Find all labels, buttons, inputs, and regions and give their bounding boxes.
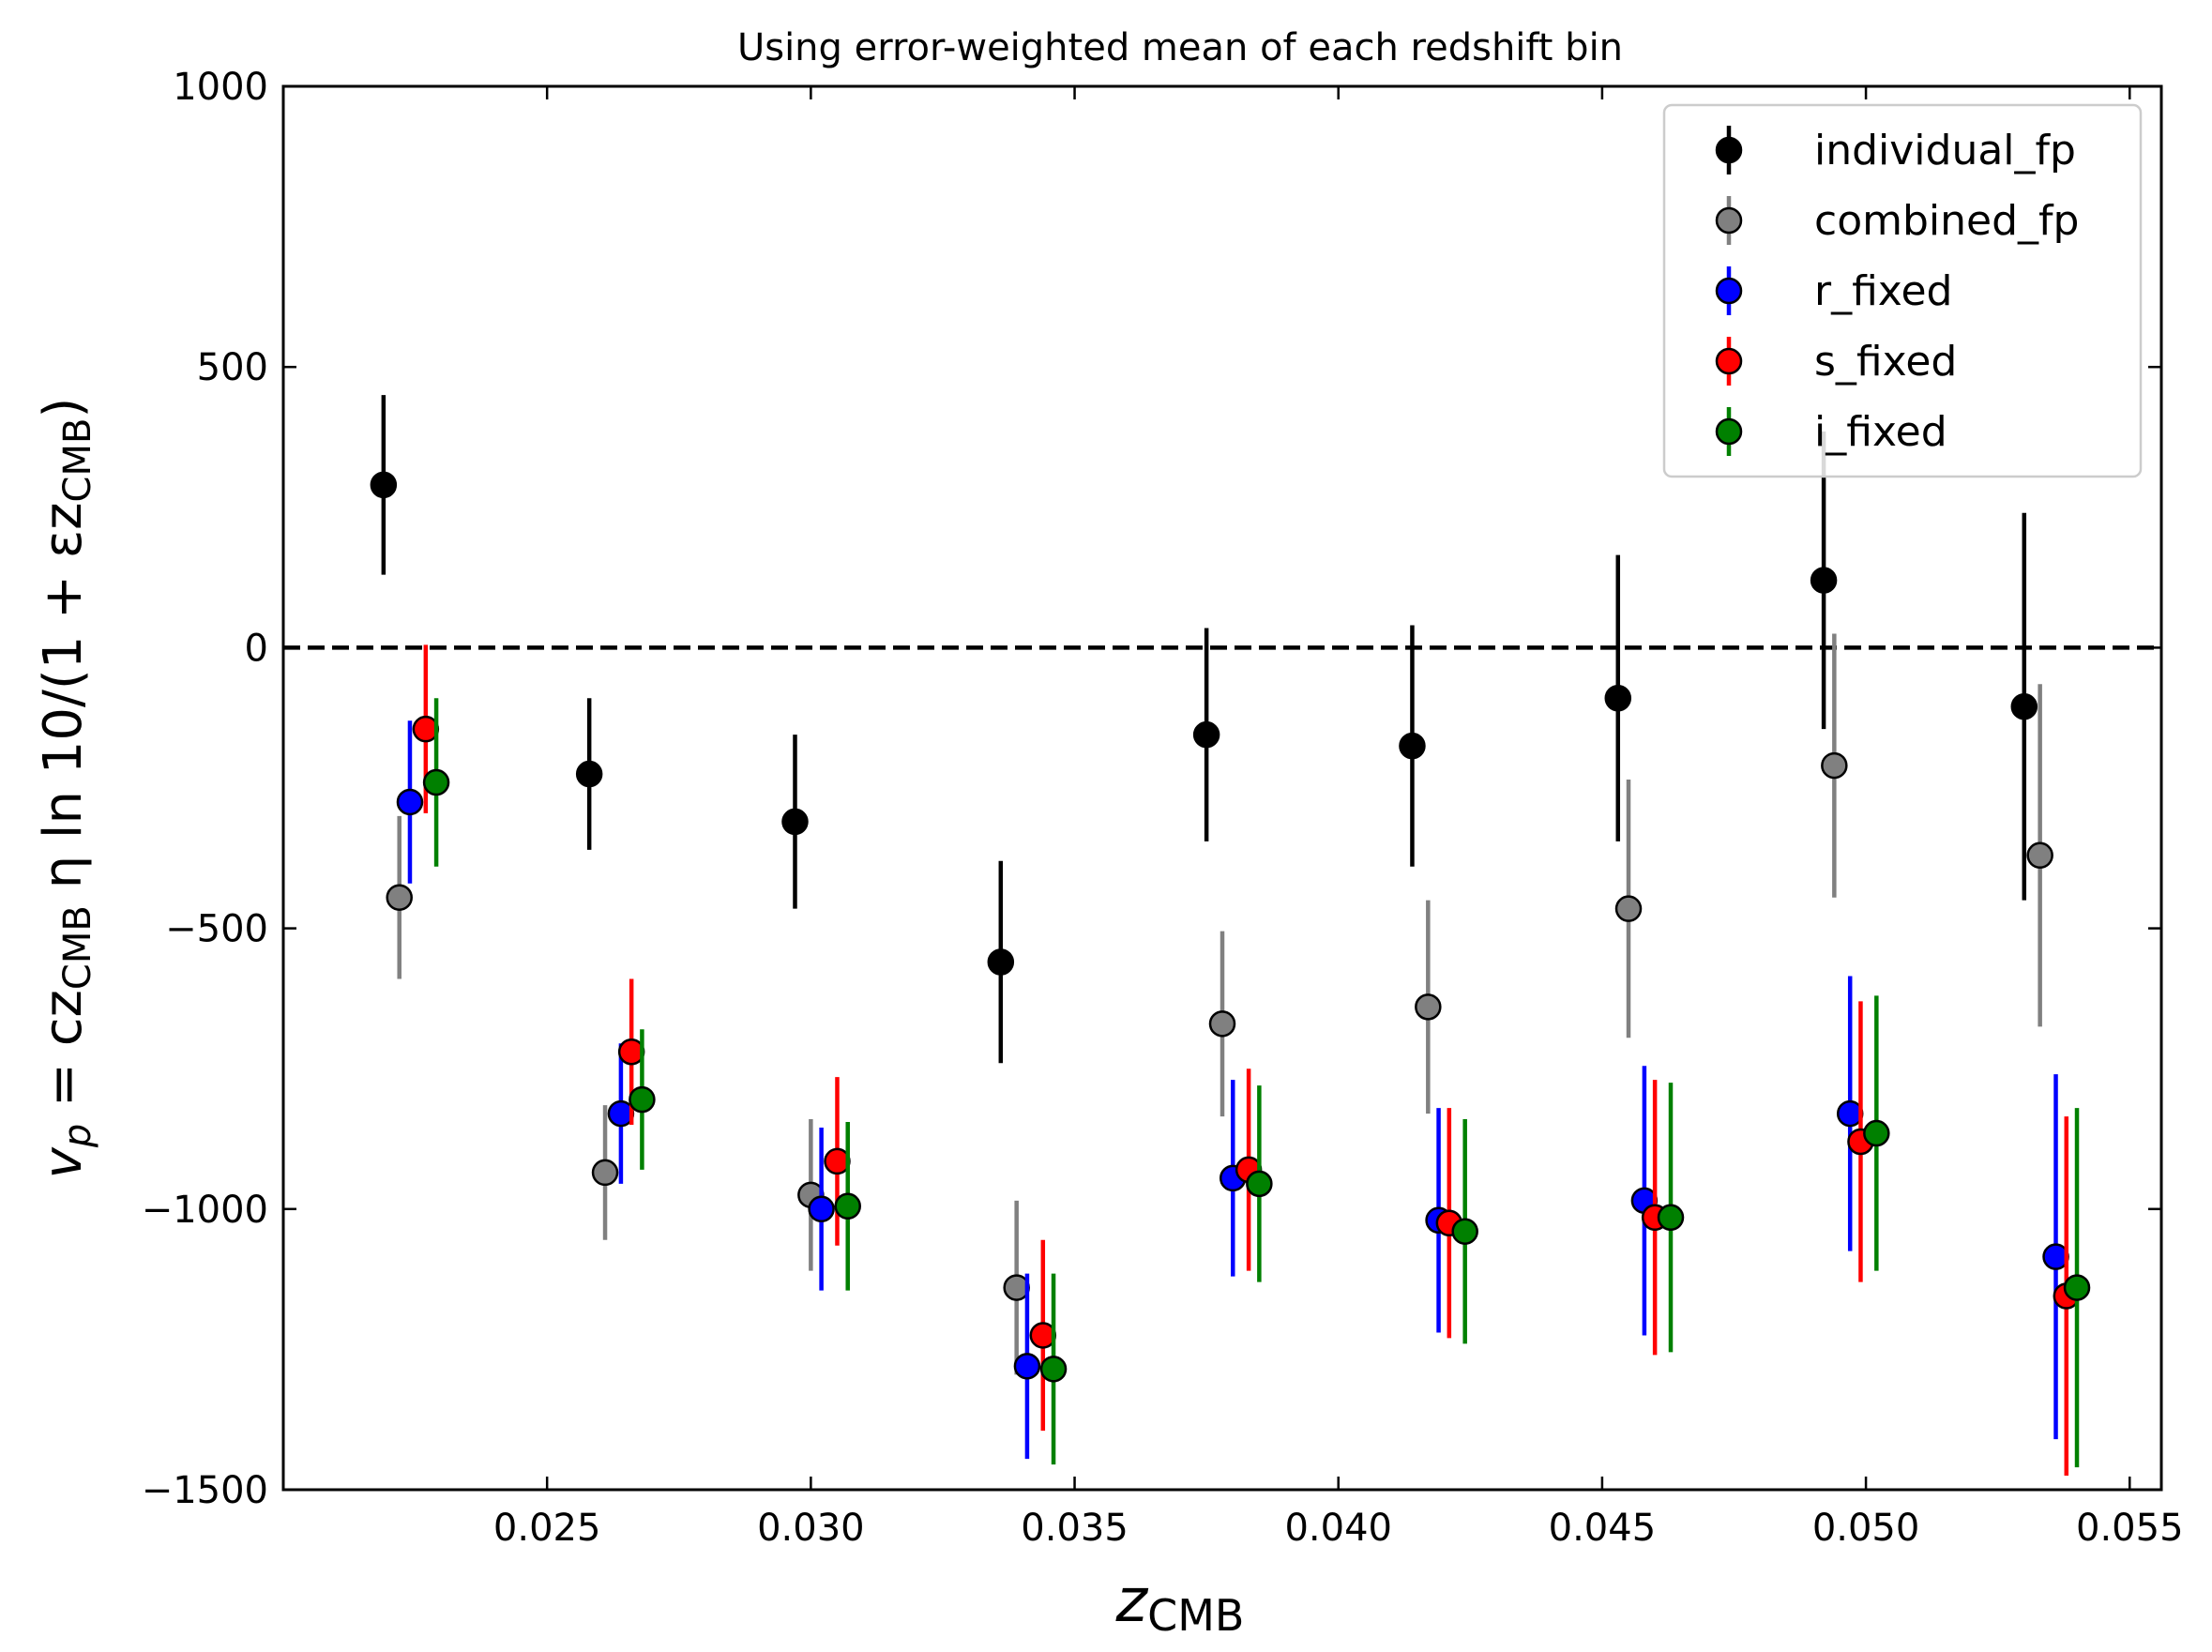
data-point [575, 760, 603, 788]
y-label-cmb2: CMB [56, 418, 99, 503]
y-axis-label: vp = czCMB η ln 10/(1 + εzCMB) [33, 398, 99, 1179]
y-label-eq: = cz [33, 990, 94, 1124]
series-individual-fp [370, 395, 2038, 1064]
series-r-fixed [396, 720, 2069, 1460]
data-point [1604, 685, 1632, 712]
legend-label: r_fixed [1814, 267, 1953, 315]
x-axis-label: zCMB [1115, 1567, 1245, 1641]
data-point [781, 808, 809, 836]
data-point [1415, 993, 1442, 1021]
data-point [1657, 1204, 1685, 1232]
data-point [1399, 732, 1426, 760]
legend-item-individual-fp: individual_fp [1715, 126, 2076, 174]
x-axis-label-sub: CMB [1147, 1590, 1244, 1641]
series-combined-fp [386, 633, 2053, 1375]
data-point [834, 1192, 861, 1220]
data-point [422, 768, 450, 796]
legend-item-combined-fp: combined_fp [1715, 196, 2079, 245]
svg-text:zCMB: zCMB [1115, 1567, 1245, 1641]
x-tick-label: 0.055 [2076, 1507, 2184, 1550]
legend-marker-swatch [1715, 206, 1743, 235]
data-point [1863, 1119, 1890, 1147]
y-tick-label: −1500 [142, 1469, 268, 1512]
y-label-cmb1: CMB [56, 905, 99, 990]
data-point [1821, 751, 1848, 780]
legend-label: individual_fp [1814, 127, 2076, 174]
legend-item-i-fixed: i_fixed [1715, 407, 1947, 456]
data-point [808, 1195, 835, 1223]
legend-marker-swatch [1715, 417, 1743, 446]
data-point [591, 1159, 619, 1187]
legend-item-r-fixed: r_fixed [1715, 266, 1953, 315]
legend-item-s-fixed: s_fixed [1715, 337, 1957, 386]
data-point [396, 788, 424, 816]
y-label-vp: v [33, 1146, 94, 1178]
legend-frame [1662, 103, 2143, 478]
x-tick-label: 0.035 [1021, 1507, 1129, 1550]
y-tick-label: 500 [197, 346, 268, 389]
y-tick-label: 0 [245, 627, 268, 670]
x-tick-label: 0.045 [1549, 1507, 1657, 1550]
ticks-layer: 0.025 0.030 0.035 0.040 0.045 0.050 0.055 −1500… [142, 66, 2184, 1550]
chart-title: Using error-weighted mean of each redshi… [737, 26, 1623, 69]
data-point [1192, 720, 1220, 749]
y-tick-label: −500 [165, 908, 268, 951]
data-point [987, 948, 1015, 976]
data-point [2063, 1274, 2091, 1301]
series-i-fixed [422, 698, 2091, 1468]
legend-label: i_fixed [1814, 408, 1947, 456]
data-point [1451, 1218, 1478, 1245]
svg-text:vp = czCMB η ln 10/(1 + εzCMB): vp = czCMB η ln 10/(1 + εzCMB) [33, 398, 99, 1179]
x-tick-label: 0.030 [757, 1507, 865, 1550]
data-point [386, 884, 413, 911]
data-point [2026, 841, 2053, 870]
series-layer [370, 395, 2091, 1477]
data-point [1810, 567, 1838, 594]
x-axis-label-main: z [1115, 1567, 1149, 1636]
x-tick-label: 0.050 [1812, 1507, 1920, 1550]
data-point [1208, 1010, 1236, 1038]
data-point [2010, 692, 2038, 720]
legend-marker-swatch [1715, 347, 1743, 375]
data-point [1246, 1170, 1273, 1198]
data-point [1013, 1353, 1041, 1380]
x-tick-label: 0.025 [493, 1507, 601, 1550]
x-tick-label: 0.040 [1284, 1507, 1392, 1550]
legend: individual_fp combined_fp r_fixed s_fixed i_… [1662, 103, 2143, 478]
legend-items: individual_fp combined_fp r_fixed s_fixed i_… [1715, 126, 2079, 456]
data-point [1614, 895, 1643, 922]
legend-label: combined_fp [1814, 197, 2079, 245]
legend-label: s_fixed [1814, 338, 1957, 386]
y-label-mid: η ln 10/(1 + εz [33, 502, 94, 905]
data-point [370, 471, 398, 499]
plot-area: 0.025 0.030 0.035 0.040 0.045 0.050 0.055 −1500… [142, 66, 2184, 1550]
legend-marker-swatch [1715, 277, 1743, 305]
data-point [629, 1085, 656, 1114]
y-label-end: ) [33, 398, 94, 418]
y-tick-label: 1000 [173, 66, 268, 109]
legend-marker-swatch [1715, 136, 1743, 164]
data-point [1039, 1356, 1068, 1383]
y-label-vp-sub: p [56, 1124, 99, 1148]
y-tick-label: −1000 [142, 1189, 268, 1232]
plot-frame [281, 84, 2163, 1492]
